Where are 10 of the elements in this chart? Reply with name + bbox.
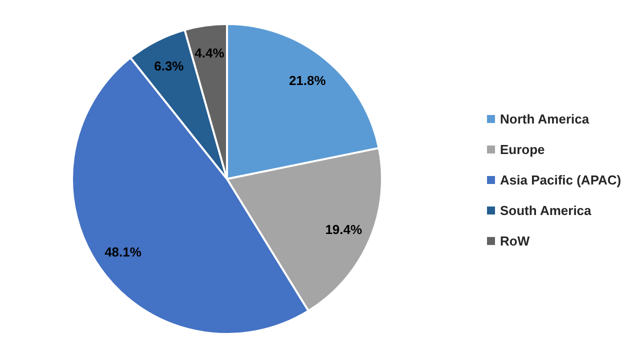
data-label: 21.8%	[288, 73, 326, 88]
legend-label: North America	[500, 112, 590, 126]
data-label: 19.4%	[325, 222, 363, 237]
legend-label: Asia Pacific (APAC)	[500, 172, 622, 188]
legend-label: Europe	[500, 142, 545, 157]
legend-label: South America	[500, 203, 592, 218]
data-label: 6.3%	[154, 58, 184, 74]
data-label: 4.4%	[194, 46, 225, 61]
legend-label: RoW	[500, 234, 530, 248]
data-label: 48.1%	[104, 244, 142, 260]
